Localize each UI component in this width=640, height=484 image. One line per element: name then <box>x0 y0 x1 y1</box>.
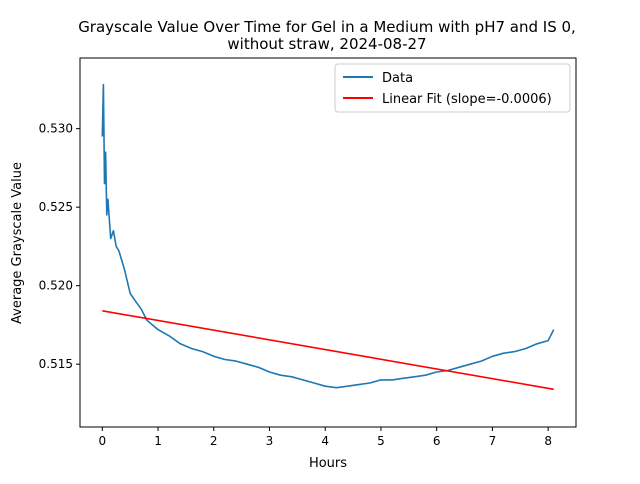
y-axis-label: Average Grayscale Value <box>10 162 25 324</box>
x-axis-label: Hours <box>309 456 347 471</box>
series-line-data <box>101 83 555 389</box>
x-tick-label: 6 <box>433 434 441 448</box>
x-tick-label: 1 <box>154 434 162 448</box>
x-tick-label: 7 <box>489 434 497 448</box>
legend-label-fit: Linear Fit (slope=-0.0006) <box>382 92 552 107</box>
x-tick-label: 5 <box>377 434 385 448</box>
x-tick-label: 8 <box>544 434 552 448</box>
y-tick-label: 0.530 <box>39 122 73 136</box>
chart-title-line2: without straw, 2024-08-27 <box>227 35 426 53</box>
legend-box <box>334 63 571 113</box>
plot-area <box>101 83 555 391</box>
x-tick-label: 4 <box>321 434 329 448</box>
y-axis: 0.515 0.520 0.525 0.530 <box>39 122 80 371</box>
x-tick-label: 0 <box>98 434 106 448</box>
series-line-linear-fit <box>102 310 554 391</box>
y-tick-label: 0.520 <box>39 279 73 293</box>
legend-label-data: Data <box>382 71 413 86</box>
y-tick-label: 0.525 <box>39 200 73 214</box>
x-tick-label: 2 <box>210 434 218 448</box>
x-axis: 0 1 2 3 4 5 6 7 8 <box>98 427 552 448</box>
chart-title-line1: Grayscale Value Over Time for Gel in a M… <box>78 18 576 36</box>
legend: Data Linear Fit (slope=-0.0006) <box>334 63 571 113</box>
axes-frame <box>79 57 577 428</box>
y-tick-label: 0.515 <box>39 357 73 371</box>
x-tick-label: 3 <box>266 434 274 448</box>
